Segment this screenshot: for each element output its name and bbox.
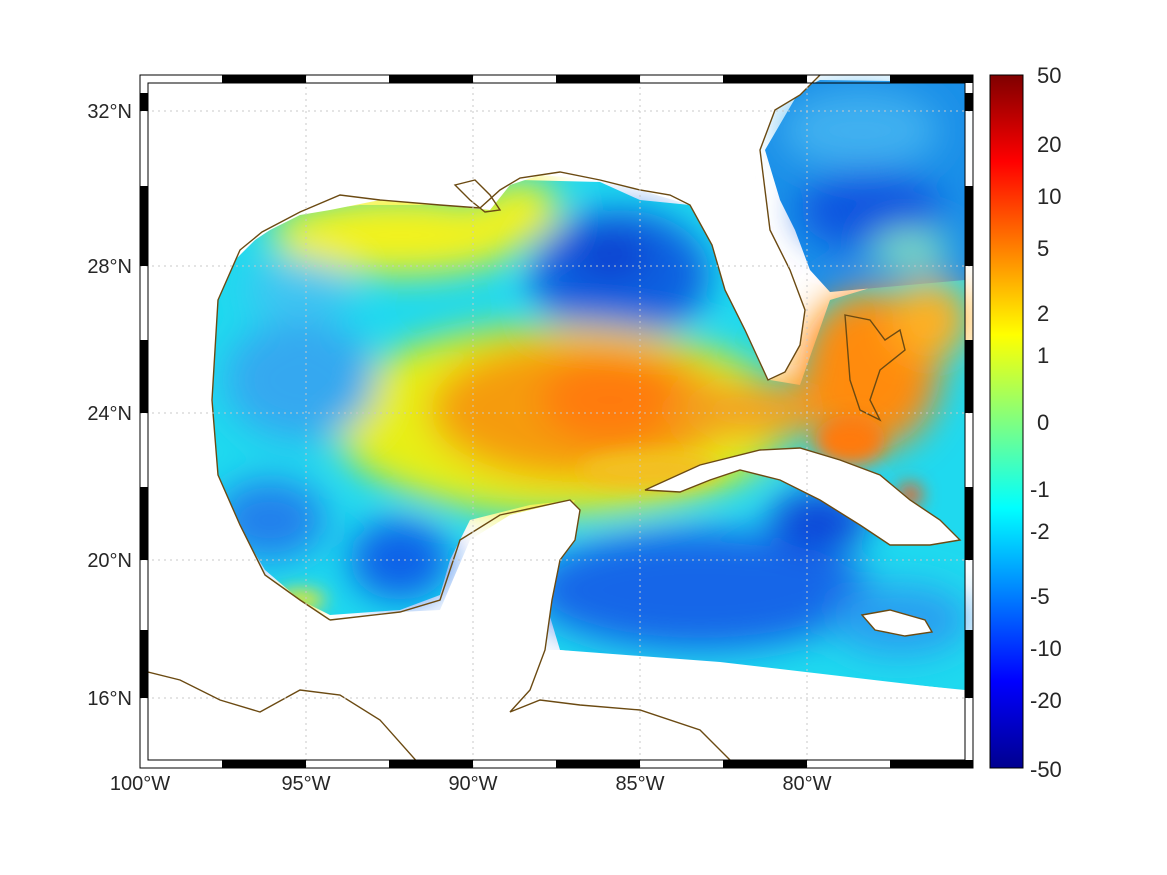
cb-label-10: 10 xyxy=(1037,184,1061,209)
cb-label-50: 50 xyxy=(1037,63,1061,88)
cb-label-neg1: -1 xyxy=(1030,477,1050,502)
colorbar: 50 20 10 5 2 1 0 -1 -2 -5 -10 -20 -50 xyxy=(989,63,1062,782)
lon-label-90w: 90°W xyxy=(448,773,497,795)
lat-label-32n: 32°N xyxy=(87,101,132,123)
map-frame xyxy=(139,74,974,769)
data-field xyxy=(212,80,970,690)
cb-label-2: 2 xyxy=(1037,301,1049,326)
cb-label-neg5: -5 xyxy=(1030,584,1050,609)
land-masses xyxy=(140,75,973,768)
lon-label-100w: 100°W xyxy=(110,773,170,795)
colorbar-labels: 50 20 10 5 2 1 0 -1 -2 -5 -10 -20 -50 xyxy=(1030,63,1062,782)
cb-label-20: 20 xyxy=(1037,132,1061,157)
cuba-coastline xyxy=(644,447,962,546)
gulf-coastline xyxy=(211,75,821,621)
lon-label-80w: 80°W xyxy=(782,773,831,795)
coastlines xyxy=(140,75,962,766)
cb-label-1: 1 xyxy=(1037,343,1049,368)
cb-label-neg10: -10 xyxy=(1030,636,1062,661)
colorbar-gradient xyxy=(989,74,1024,769)
cb-label-neg20: -20 xyxy=(1030,688,1062,713)
bahamas-coastline xyxy=(844,314,906,422)
mexico-pacific-coastline xyxy=(140,669,421,766)
cb-label-neg2: -2 xyxy=(1030,519,1050,544)
us-gulf-land xyxy=(140,75,800,380)
jamaica-land xyxy=(862,610,932,636)
mississippi-delta xyxy=(453,179,502,213)
yucatan-land xyxy=(440,500,973,768)
lat-label-16n: 16°N xyxy=(87,688,132,710)
cb-label-neg50: -50 xyxy=(1030,757,1062,782)
cb-label-0: 0 xyxy=(1037,410,1049,435)
cuba-land xyxy=(645,448,960,545)
lat-label-24n: 24°N xyxy=(87,403,132,425)
lat-label-20n: 20°N xyxy=(87,550,132,572)
jamaica-coastline xyxy=(860,609,934,637)
lon-label-95w: 95°W xyxy=(281,773,330,795)
cb-label-5: 5 xyxy=(1037,236,1049,261)
yucatan-coastline xyxy=(329,499,731,761)
lat-label-28n: 28°N xyxy=(87,256,132,278)
lon-label-85w: 85°W xyxy=(615,773,664,795)
longitude-labels: 100°W 95°W 90°W 85°W 80°W xyxy=(110,773,832,795)
graticule xyxy=(140,75,973,768)
latitude-labels: 32°N 28°N 24°N 20°N 16°N xyxy=(87,101,132,710)
